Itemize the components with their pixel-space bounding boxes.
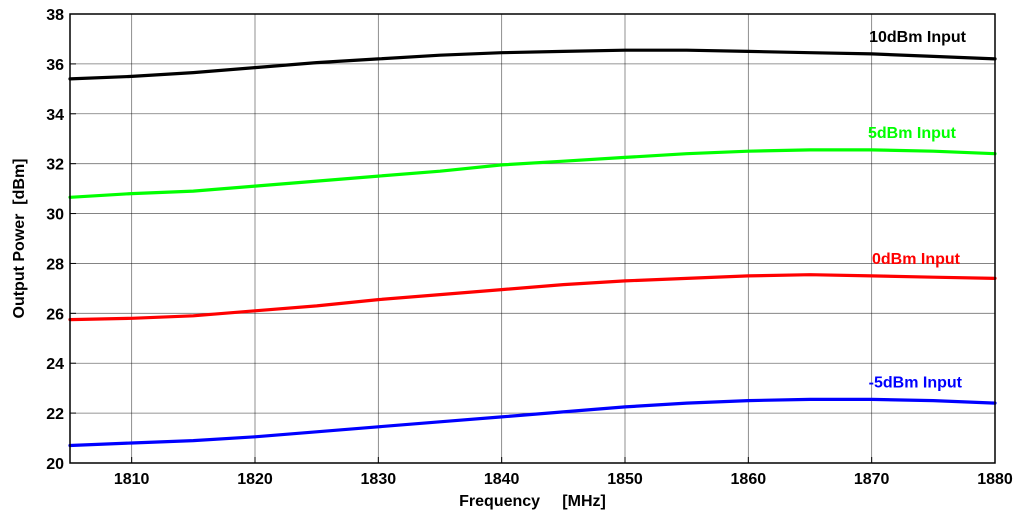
x-axis-ticks: 1810 1820 1830 1840 1850 1860 1870 1880 <box>114 457 1013 488</box>
series-label-1: 5dBm Input <box>868 125 957 142</box>
x-tick-label: 1840 <box>484 471 520 488</box>
series-label-0: 10dBm Input <box>869 29 967 46</box>
x-tick-label: 1870 <box>854 471 890 488</box>
x-tick-label: 1850 <box>607 471 643 488</box>
series-lines <box>68 48 997 448</box>
x-tick-label: 1820 <box>237 471 273 488</box>
x-tick-label: 1880 <box>977 471 1013 488</box>
series-line-2 <box>68 273 997 322</box>
x-axis-title: Frequency [MHz] <box>459 493 606 510</box>
y-tick-label: 38 <box>46 7 64 24</box>
plot-frame <box>69 13 996 464</box>
series-label-3: -5dBm Input <box>869 374 963 391</box>
series-line-0 <box>68 48 997 81</box>
series-line-1 <box>68 148 997 199</box>
y-tick-label: 34 <box>46 107 64 124</box>
y-tick-label: 22 <box>46 406 64 423</box>
x-tick-label: 1860 <box>731 471 767 488</box>
y-tick-label: 24 <box>46 356 64 373</box>
y-tick-label: 36 <box>46 57 64 74</box>
x-tick-label: 1830 <box>361 471 397 488</box>
grid <box>70 13 996 464</box>
x-tick-label: 1810 <box>114 471 150 488</box>
y-tick-label: 30 <box>46 207 64 224</box>
y-tick-label: 28 <box>46 256 64 273</box>
series-labels: 10dBm Input 5dBm Input 0dBm Input -5dBm Inp… <box>868 29 967 391</box>
y-axis-ticks: 20 22 24 26 28 30 32 34 36 38 <box>46 7 76 473</box>
y-tick-label: 26 <box>46 306 64 323</box>
series-label-2: 0dBm Input <box>872 251 961 268</box>
y-tick-label: 20 <box>46 456 64 473</box>
y-tick-label: 32 <box>46 157 64 174</box>
y-axis-title: Output Power [dBm] <box>11 159 28 319</box>
series-line-3 <box>68 397 997 448</box>
